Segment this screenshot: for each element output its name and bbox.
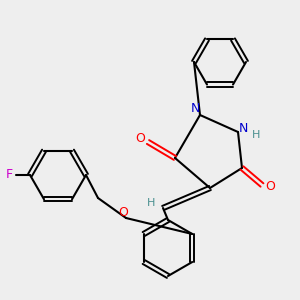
Text: O: O: [118, 206, 128, 218]
Text: N: N: [238, 122, 248, 136]
Text: F: F: [5, 169, 13, 182]
Text: H: H: [252, 130, 260, 140]
Text: N: N: [190, 103, 200, 116]
Text: O: O: [135, 131, 145, 145]
Text: O: O: [265, 181, 275, 194]
Text: H: H: [147, 198, 155, 208]
